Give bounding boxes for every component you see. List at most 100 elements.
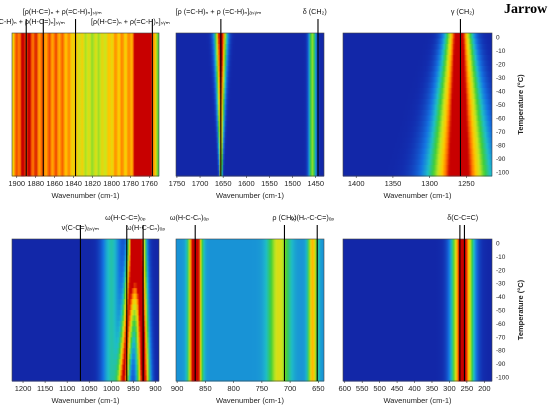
panel-bottom-2: ω(H-C-Cₙ)ₒₚ ρ (CH₂)ω(Hₙ-C-C=)ₒₚ 900 850 800 7… [170, 213, 335, 405]
heatmap-row [343, 293, 492, 300]
x-tick-label: 650 [312, 384, 325, 393]
heatmap-row [176, 154, 324, 161]
heatmap-row [12, 288, 159, 295]
heatmap-row [12, 299, 159, 306]
x-tick-label: 1700 [192, 179, 209, 188]
heatmap-row [12, 331, 159, 338]
heatmap-row [343, 60, 492, 67]
heatmap-row [176, 66, 324, 73]
heatmap-row [12, 260, 159, 267]
x-tick-label: 1150 [37, 384, 53, 393]
heatmap-row [343, 337, 492, 344]
x-tick-label: 750 [256, 384, 269, 393]
x-tick-label: 1600 [238, 179, 255, 188]
x-axis-label: Wavenumber (cm-1) [51, 396, 120, 405]
heatmap-row [176, 77, 324, 84]
band-annotation: ρ (CH₂) [272, 213, 296, 222]
heatmap-row [12, 60, 159, 67]
temperature-tick-label: -60 [496, 321, 506, 328]
heatmap-row [176, 137, 324, 144]
temperature-tick-label: -40 [496, 89, 506, 96]
heatmap-row [343, 77, 492, 84]
heatmap-row [343, 299, 492, 306]
heatmap-row [343, 137, 492, 144]
band-annotation: [ρ(H-C=)ₙ + ρ(=C-H)ₙ]ₛᵧₘ [23, 7, 102, 16]
heatmap-row [12, 82, 159, 89]
heatmap-row [12, 320, 159, 327]
heatmap-row [176, 348, 324, 355]
heatmap-row [343, 132, 492, 139]
x-tick-label: 1900 [8, 179, 25, 188]
heatmap-row [12, 170, 159, 177]
heatmap-row [176, 244, 324, 251]
temperature-tick-label: -70 [496, 334, 506, 341]
heatmap-row [176, 326, 324, 333]
temperature-tick-label: -10 [496, 48, 506, 55]
temperature-axis-label: Temperature (°C) [516, 74, 525, 135]
heatmap-row [176, 33, 324, 40]
heatmap-row [12, 326, 159, 333]
heatmap-row [176, 304, 324, 311]
heatmap-row [176, 159, 324, 166]
plot-frame [175, 32, 325, 177]
heatmap-row [176, 299, 324, 306]
heatmap-row [343, 49, 492, 56]
heatmap-row [343, 326, 492, 333]
temperature-tick-label: -60 [496, 116, 506, 123]
temperature-tick-label: -30 [496, 281, 506, 288]
heatmap-row [12, 121, 159, 128]
x-tick-label: 800 [227, 384, 240, 393]
heatmap-row [12, 93, 159, 100]
heatmap-row [343, 38, 492, 45]
x-tick-label: 850 [199, 384, 212, 393]
heatmap-row [343, 44, 492, 51]
heatmap-row [12, 271, 159, 278]
heatmap-row [343, 165, 492, 172]
heatmap-row [343, 310, 492, 317]
heatmap-row [343, 353, 492, 360]
heatmap-row [343, 93, 492, 100]
temperature-tick-label: -40 [496, 294, 506, 301]
heatmap-row [12, 154, 159, 161]
heatmap-row [12, 165, 159, 172]
heatmap-row [343, 71, 492, 78]
heatmap-row [12, 132, 159, 139]
heatmap-row [12, 277, 159, 284]
temperature-tick-label: -80 [496, 348, 506, 355]
heatmap-row [176, 88, 324, 95]
heatmap-row [12, 342, 159, 349]
heatmap-row [12, 304, 159, 311]
heatmap-row [176, 331, 324, 338]
heatmap-row [176, 44, 324, 51]
x-tick-label: 250 [461, 384, 474, 393]
panel-bottom-1: ν(C-C=)ₐₛᵧₘ ω(H-C-C=)ₒₚω(H-C-Cₙ)ₒₚ 1200 115… [11, 213, 165, 405]
heatmap-row [12, 375, 159, 382]
heatmap-row [12, 159, 159, 166]
band-annotation: ω(Hₙ-C-C=)ₒₚ [291, 213, 335, 222]
x-axis-label: Wavenumber (cm-1) [216, 191, 285, 200]
heatmap-row [176, 104, 324, 111]
heatmap-row [343, 82, 492, 89]
heatmap-row [176, 375, 324, 382]
heatmap-row [343, 260, 492, 267]
temperature-tick-label: -90 [496, 361, 506, 368]
x-tick-label: 1300 [421, 179, 438, 188]
band-annotation: [(ρ(=C-H)ₙ + ρ(H-C=)ₙ]ₛᵧₘ [0, 17, 65, 26]
heatmap-row [176, 121, 324, 128]
heatmap-row [176, 143, 324, 150]
heatmap-row [176, 288, 324, 295]
x-axis-label: Wavenumber (cm-1) [383, 396, 452, 405]
heatmap-row [176, 165, 324, 172]
x-tick-label: 1500 [284, 179, 301, 188]
heatmap-row [343, 249, 492, 256]
heatmap-row [12, 143, 159, 150]
heatmap-row [176, 132, 324, 139]
heatmap-row [343, 66, 492, 73]
heatmap-row [343, 288, 492, 295]
x-axis-label: Wavenumber (cm-1) [383, 191, 452, 200]
heatmap-row [176, 277, 324, 284]
x-tick-label: 1550 [261, 179, 278, 188]
heatmap-row [176, 38, 324, 45]
temperature-tick-label: -20 [496, 267, 506, 274]
